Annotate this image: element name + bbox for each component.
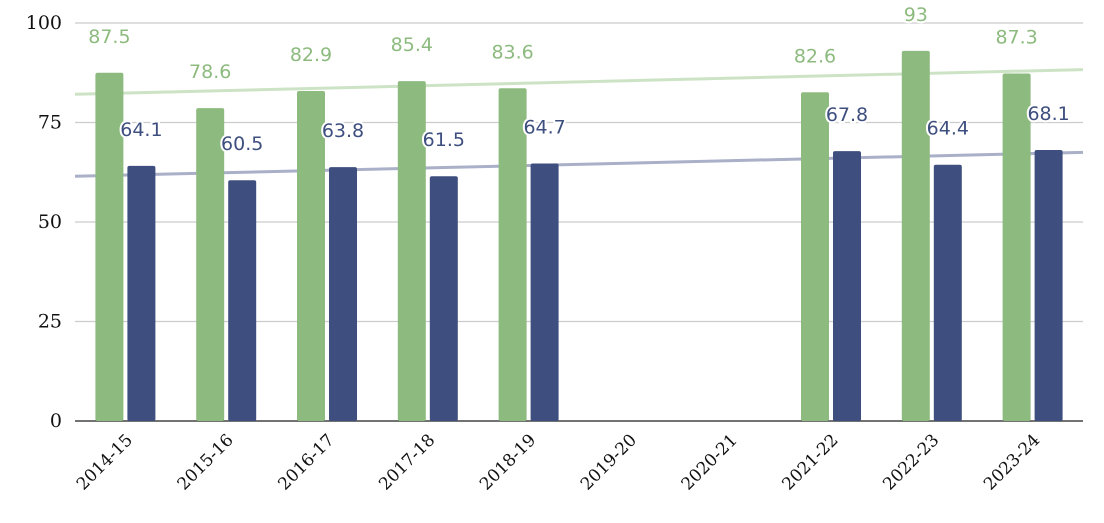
- x-tick-label: 2014-15: [73, 430, 137, 494]
- y-axis: 0 25 50 75 100: [26, 12, 62, 432]
- x-tick-label: 2020-21: [678, 430, 742, 494]
- data-label-series-2: 64.7: [523, 116, 565, 138]
- y-tick-label: 75: [38, 112, 62, 134]
- data-labels: 87.5 78.6 82.9 85.4 83.6 82.6 93 87.3 64.1 60.5 63…: [86, 2, 1072, 157]
- x-tick-label: 2023-24: [980, 430, 1044, 494]
- x-tick-label: 2015-16: [174, 430, 238, 494]
- data-label-series-1: 82.9: [290, 44, 332, 66]
- data-label-series-1: 87.3: [995, 27, 1037, 49]
- data-label-series-1: 78.6: [189, 61, 231, 83]
- x-tick-label: 2021-22: [778, 430, 842, 494]
- y-tick-label: 100: [26, 12, 62, 34]
- data-label-series-2: 64.4: [927, 118, 969, 140]
- data-label-series-2: 61.5: [423, 129, 465, 151]
- x-axis: 2014-15 2015-16 2016-17 2017-18 2018-19 2019-…: [73, 430, 1044, 494]
- bar-series-1: [397, 81, 426, 421]
- x-tick-label: 2019-20: [577, 430, 641, 494]
- bar-series-1: [801, 92, 829, 421]
- bar-series-1: [901, 50, 930, 422]
- data-label-series-1: 93: [904, 4, 928, 26]
- x-tick-label: 2022-23: [879, 430, 943, 494]
- data-label-series-2: 60.5: [221, 133, 263, 155]
- bar-series-2: [127, 165, 156, 421]
- data-label-series-1: 85.4: [391, 34, 433, 56]
- bar-series-2: [1034, 149, 1063, 421]
- bar-series-2: [429, 176, 458, 421]
- bar-series-1: [95, 72, 124, 421]
- data-label-series-2: 67.8: [826, 104, 868, 126]
- y-tick-label: 0: [50, 410, 62, 432]
- y-tick-label: 50: [38, 211, 62, 233]
- bar-series-1: [498, 88, 527, 421]
- trendline-series-2: [74, 150, 1084, 178]
- data-label-series-2: 68.1: [1027, 103, 1069, 125]
- x-tick-label: 2018-19: [476, 430, 540, 494]
- bar-series-1: [297, 91, 325, 422]
- x-tick-label: 2016-17: [274, 430, 338, 494]
- data-label-series-1: 83.6: [491, 41, 533, 63]
- bar-series-1: [1002, 73, 1031, 422]
- x-tick-label: 2017-18: [375, 430, 439, 494]
- bar-series-1: [196, 108, 225, 421]
- bar-series-2: [933, 164, 962, 422]
- bar-series-2: [228, 180, 257, 421]
- data-label-series-2: 64.1: [120, 119, 162, 141]
- data-label-series-1: 82.6: [794, 45, 836, 67]
- bar-series-2: [530, 163, 559, 421]
- data-label-series-1: 87.5: [88, 26, 130, 48]
- y-tick-label: 25: [38, 311, 62, 333]
- bar-series-2: [833, 151, 861, 421]
- bar-series-2: [329, 167, 357, 421]
- bars: [95, 50, 1063, 422]
- data-label-series-2: 63.8: [322, 120, 364, 142]
